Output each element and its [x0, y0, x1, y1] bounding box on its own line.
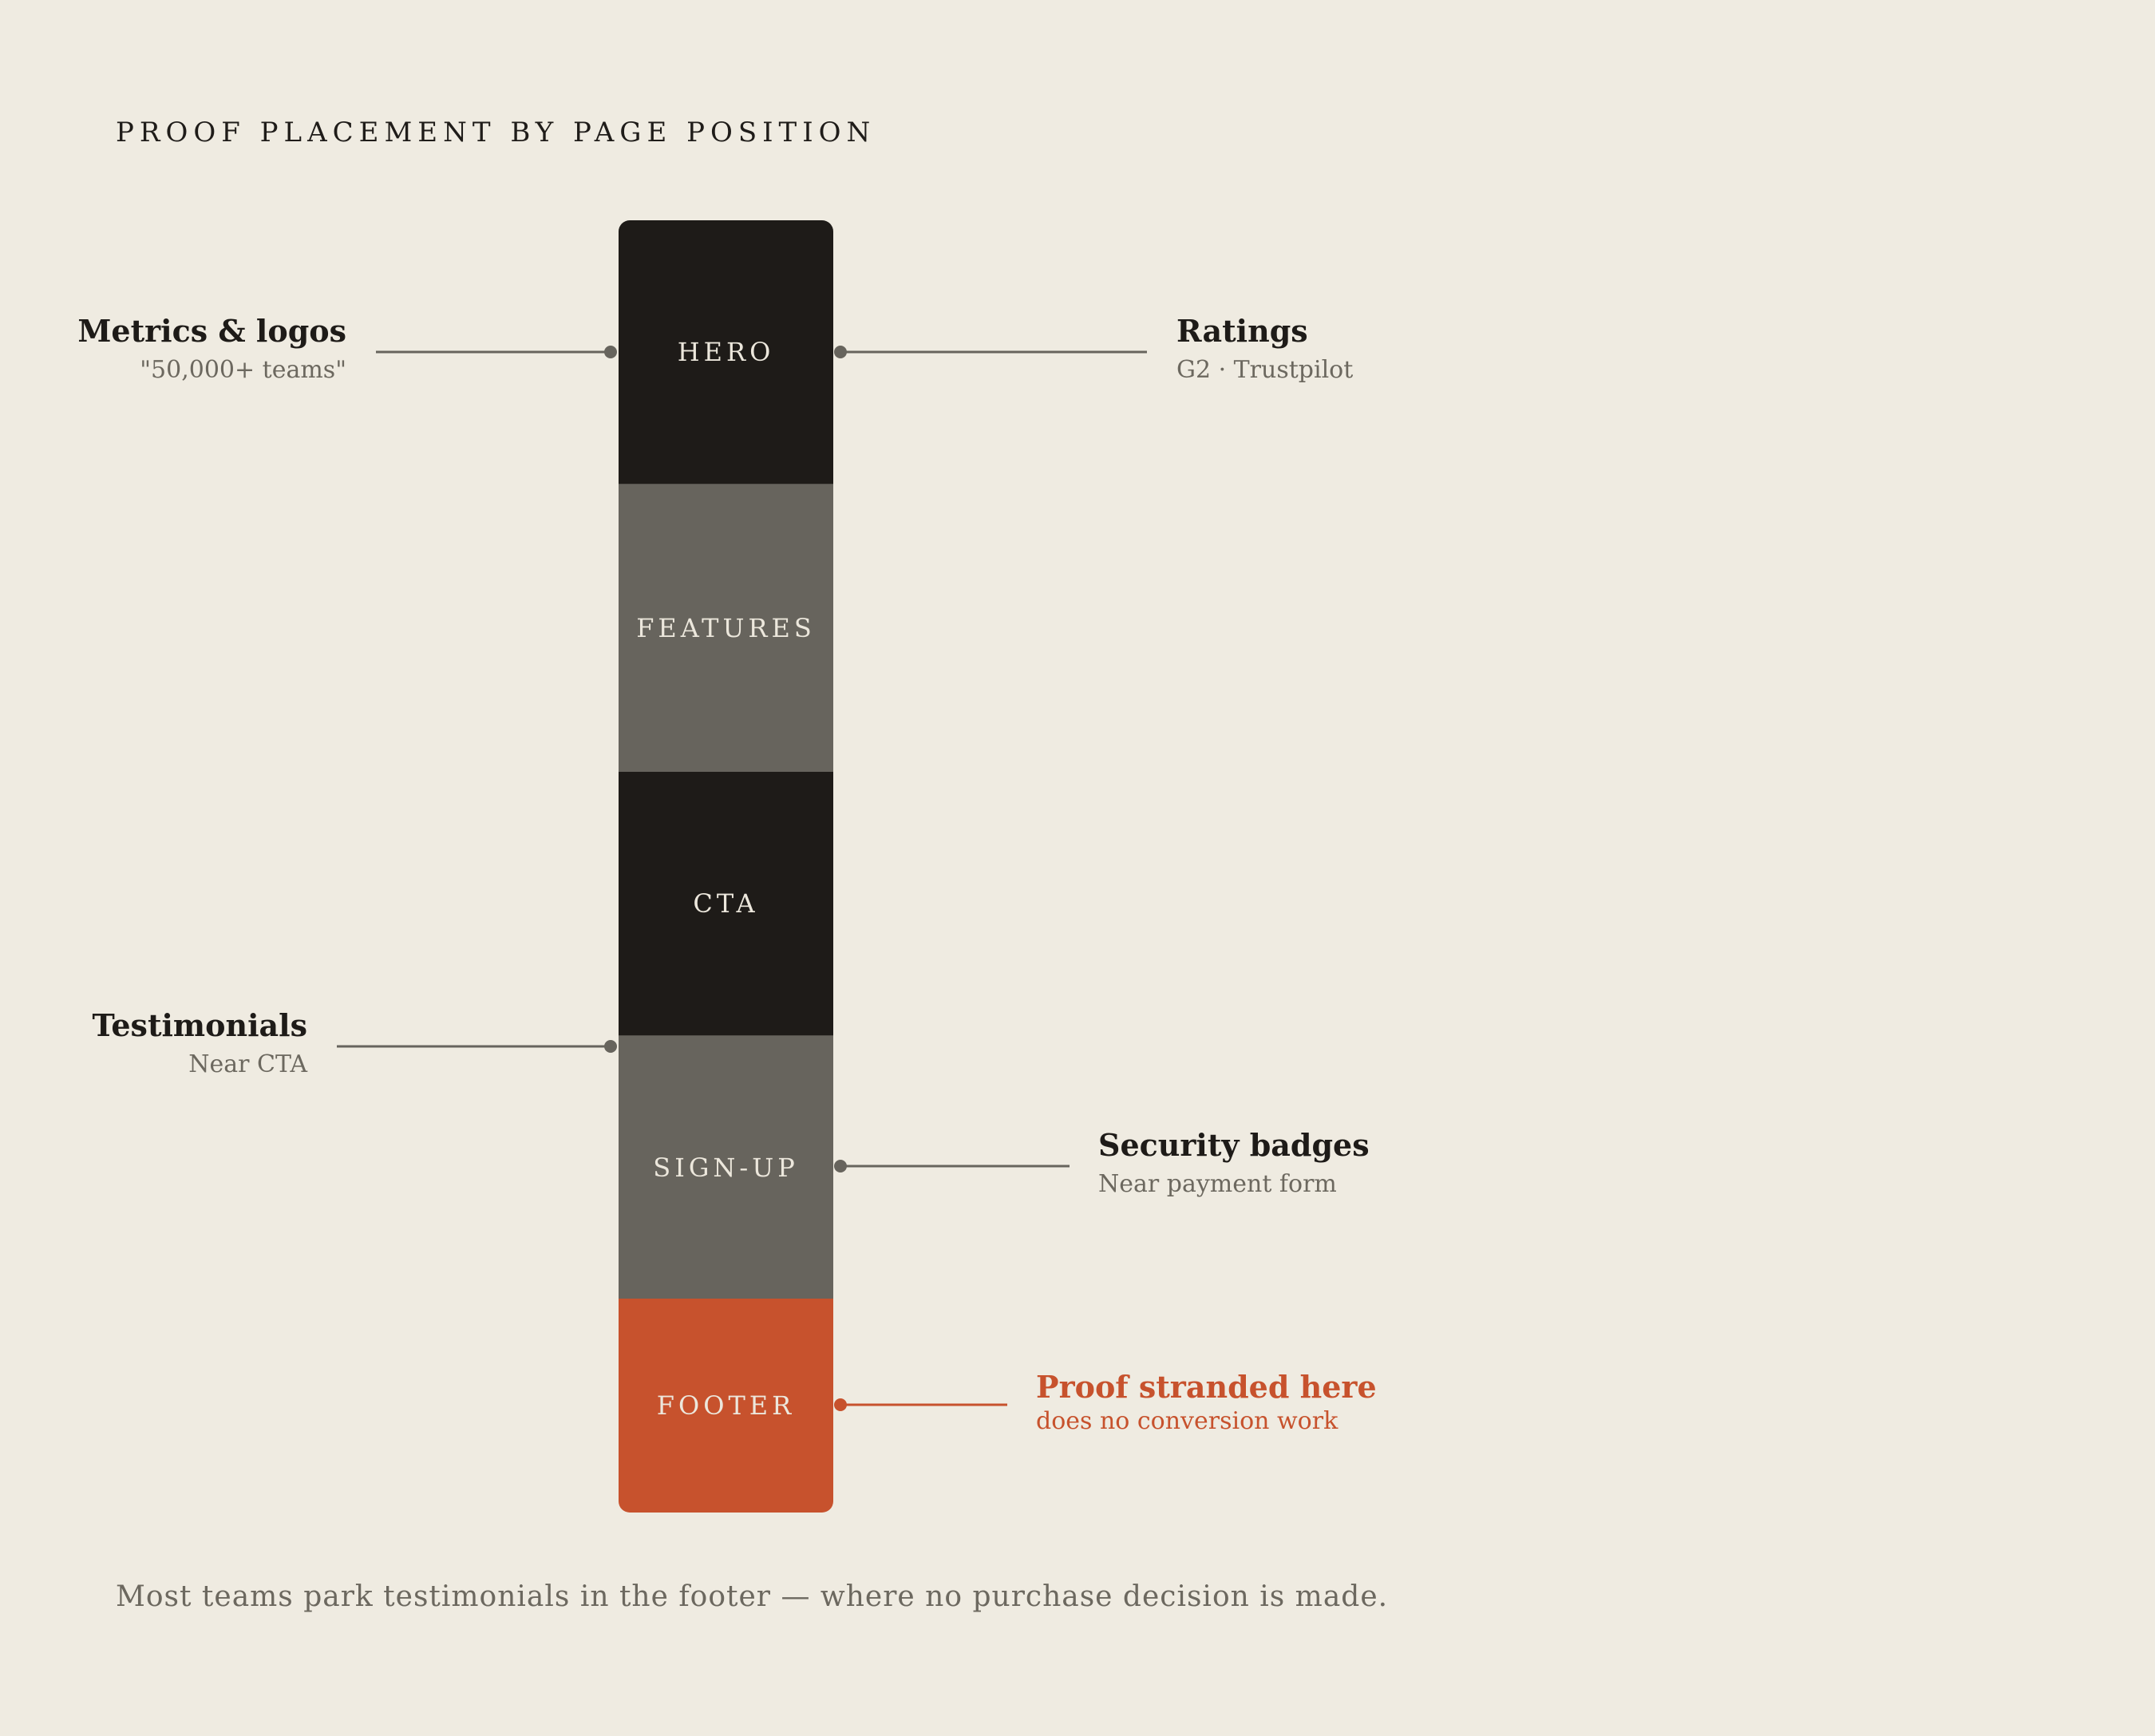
section-footer: FOOTER: [619, 1299, 833, 1513]
callout-security-heading: Security badges: [1098, 1127, 1370, 1163]
connector-stranded: [834, 1398, 1007, 1411]
diagram-caption: Most teams park testimonials in the foot…: [116, 1580, 1389, 1613]
section-signup: SIGN-UP: [619, 1035, 833, 1299]
callout-metrics-heading: Metrics & logos: [77, 313, 346, 349]
connector-metrics: [376, 346, 617, 358]
callout-testimonials-heading: Testimonials: [92, 1007, 307, 1043]
callout-testimonials-sub: Near CTA: [188, 1050, 307, 1078]
callout-metrics-sub: "50,000+ teams": [140, 356, 346, 384]
callout-stranded-sub: does no conversion work: [1036, 1407, 1338, 1435]
diagram-title: PROOF PLACEMENT BY PAGE POSITION: [116, 117, 876, 148]
callout-ratings-heading: Ratings: [1176, 313, 1308, 349]
section-hero: HERO: [619, 220, 833, 484]
callout-ratings-sub: G2 · Trustpilot: [1176, 356, 1354, 384]
connector-security: [834, 1160, 1070, 1172]
section-features: FEATURES: [619, 484, 833, 772]
page-column: HERO FEATURES CTA SIGN-UP FOOTER: [619, 220, 833, 1513]
connector-ratings: [834, 346, 1147, 358]
section-cta: CTA: [619, 772, 833, 1035]
connector-testimonials: [337, 1040, 617, 1053]
callout-stranded-heading: Proof stranded here: [1036, 1369, 1377, 1405]
callout-security-sub: Near payment form: [1098, 1170, 1337, 1198]
